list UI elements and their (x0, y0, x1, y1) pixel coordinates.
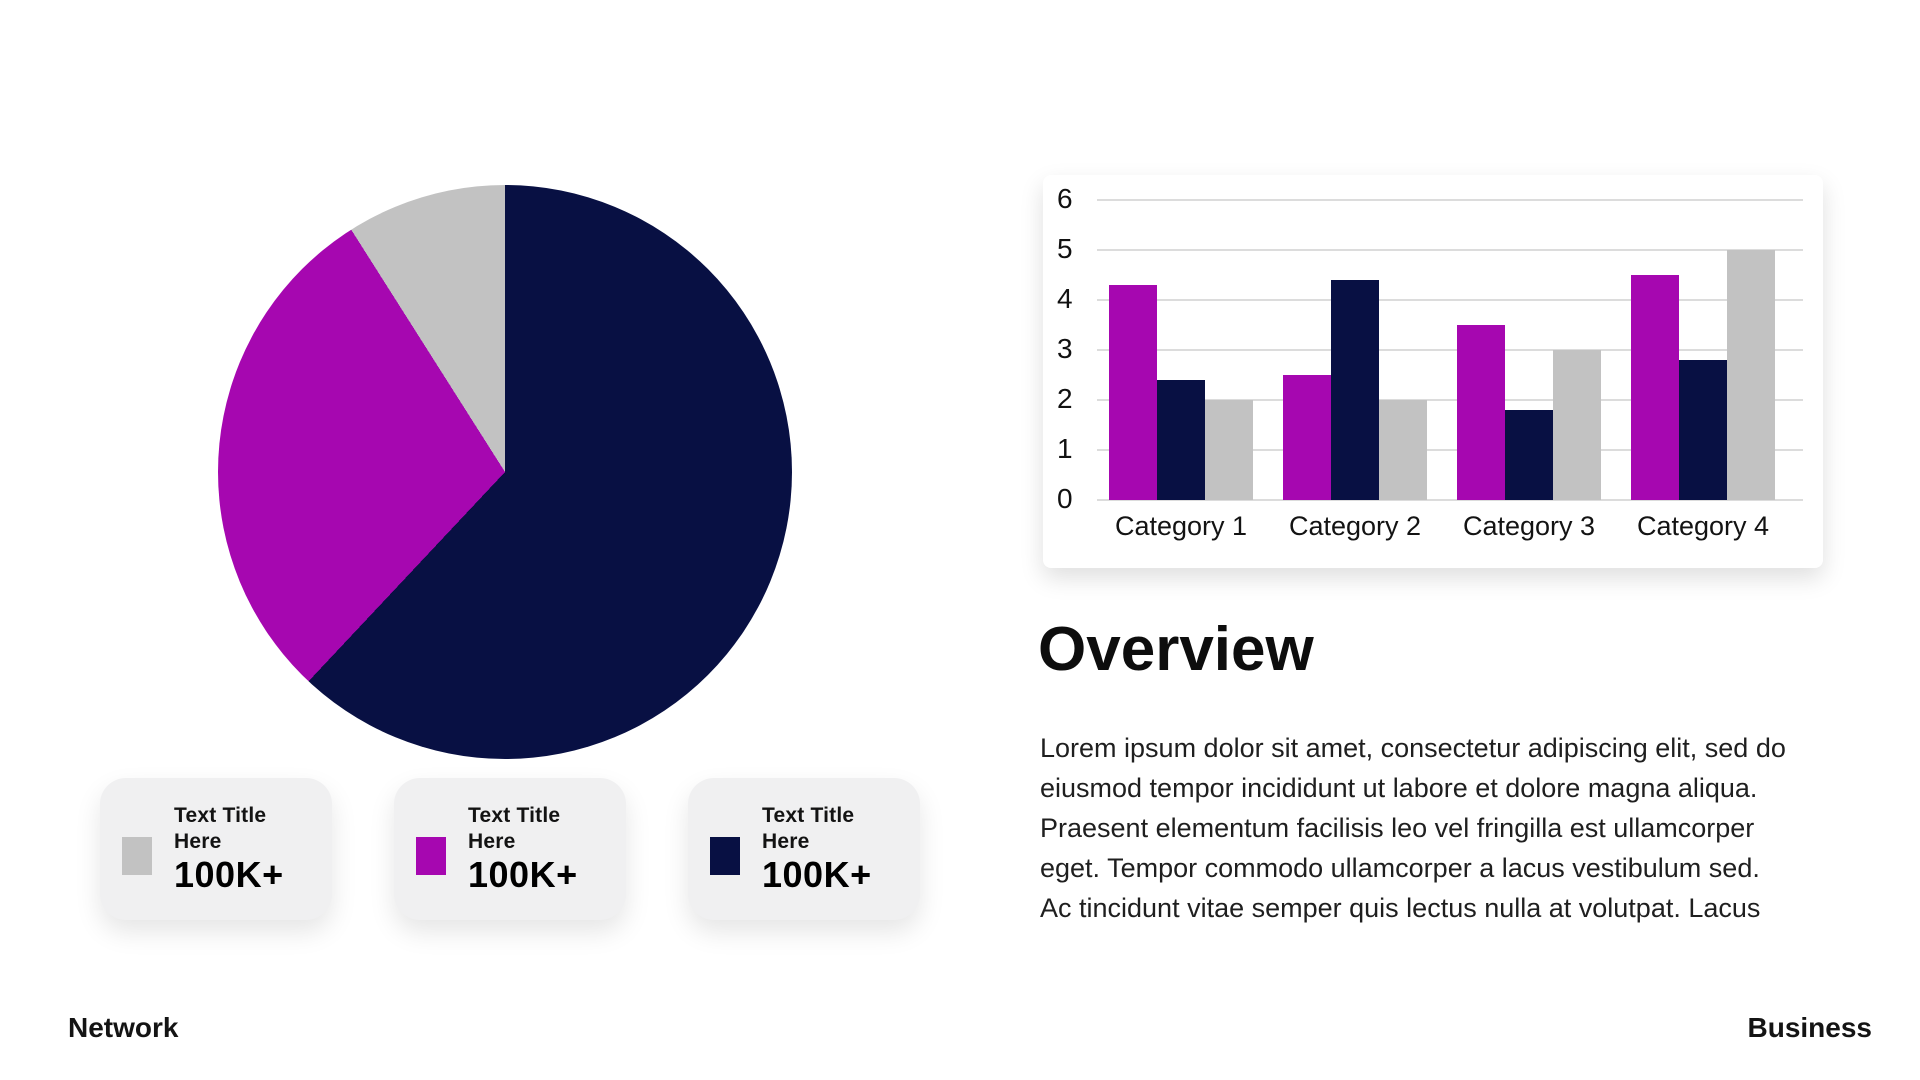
stat-card-value: 100K+ (762, 854, 872, 895)
stat-card-title: Text Title Here (762, 804, 855, 853)
bar-chart-plot (1097, 199, 1803, 501)
bar-series-gray-cat4 (1727, 250, 1775, 500)
stat-card-navy: Text Title Here 100K+ (688, 778, 920, 920)
bar-series-magenta-cat2 (1283, 375, 1331, 500)
footer-business-label: Business (1747, 1012, 1873, 1043)
y-axis-tick-label: 4 (1057, 283, 1073, 314)
bar-series-navy-cat3 (1505, 410, 1553, 500)
bar-series-magenta-cat3 (1457, 325, 1505, 500)
paragraph-line: eiusmod tempor incididunt ut labore et d… (1040, 773, 1758, 803)
footer-network-label: Network (68, 1012, 179, 1043)
category-label-2: Category 2 (1288, 511, 1422, 541)
bar-chart-card: 0 1 2 3 4 5 6 Category 1 Category 2 Category 3 Cat… (1043, 175, 1823, 568)
bar-group-3 (1457, 325, 1601, 500)
y-axis-tick-label: 1 (1057, 433, 1073, 464)
stat-card-gray: Text Title Here 100K+ (100, 778, 332, 920)
gridline-y5 (1097, 249, 1803, 251)
category-label-3: Category 3 (1462, 511, 1596, 541)
bar-series-gray-cat1 (1205, 400, 1253, 500)
stat-card-value: 100K+ (468, 854, 578, 895)
paragraph-line: Ac tincidunt vitae semper quis lectus nu… (1040, 893, 1761, 923)
y-axis-tick-label: 6 (1057, 183, 1073, 214)
y-axis-tick-label: 3 (1057, 333, 1073, 364)
gridline-y2 (1097, 399, 1803, 401)
paragraph-line: Praesent elementum facilisis leo vel fri… (1040, 813, 1755, 843)
gridline-y6 (1097, 199, 1803, 201)
magenta-swatch-icon (416, 837, 446, 875)
stat-card-text: Text Title Here 100K+ (762, 803, 902, 895)
y-axis-tick-label: 2 (1057, 383, 1073, 414)
bar-series-magenta-cat4 (1631, 275, 1679, 500)
bar-series-navy-cat1 (1157, 380, 1205, 500)
y-axis-tick-label: 0 (1057, 483, 1073, 514)
category-label-4: Category 4 (1636, 511, 1770, 541)
stat-card-text: Text Title Here 100K+ (468, 803, 608, 895)
stat-card-title: Text Title Here (468, 804, 561, 853)
bar-series-gray-cat3 (1553, 350, 1601, 500)
gridline-y1 (1097, 449, 1803, 451)
gridline-y3 (1097, 349, 1803, 351)
bar-series-magenta-cat1 (1109, 285, 1157, 500)
bar-series-navy-cat4 (1679, 360, 1727, 500)
bar-group-2 (1283, 280, 1427, 500)
stat-card-text: Text Title Here 100K+ (174, 803, 314, 895)
gray-swatch-icon (122, 837, 152, 875)
category-label-1: Category 1 (1114, 511, 1248, 541)
stat-card-title: Text Title Here (174, 804, 267, 853)
bar-series-gray-cat2 (1379, 400, 1427, 500)
bar-group-1 (1109, 285, 1253, 500)
y-axis-tick-label: 5 (1057, 233, 1073, 264)
stat-card-value: 100K+ (174, 854, 284, 895)
gridline-y4 (1097, 299, 1803, 301)
bar-series-navy-cat2 (1331, 280, 1379, 500)
overview-paragraph: Lorem ipsum dolor sit amet, consectetur … (1040, 728, 1786, 928)
gridline-y0 (1097, 499, 1803, 501)
bar-row (1109, 250, 1775, 500)
pie-chart (218, 185, 792, 759)
overview-heading: Overview (1038, 615, 1314, 684)
paragraph-line: eget. Tempor commodo ullamcorper a lacus… (1040, 853, 1760, 883)
stat-card-magenta: Text Title Here 100K+ (394, 778, 626, 920)
bar-group-4 (1631, 250, 1775, 500)
paragraph-line: Lorem ipsum dolor sit amet, consectetur … (1040, 733, 1786, 763)
navy-swatch-icon (710, 837, 740, 875)
